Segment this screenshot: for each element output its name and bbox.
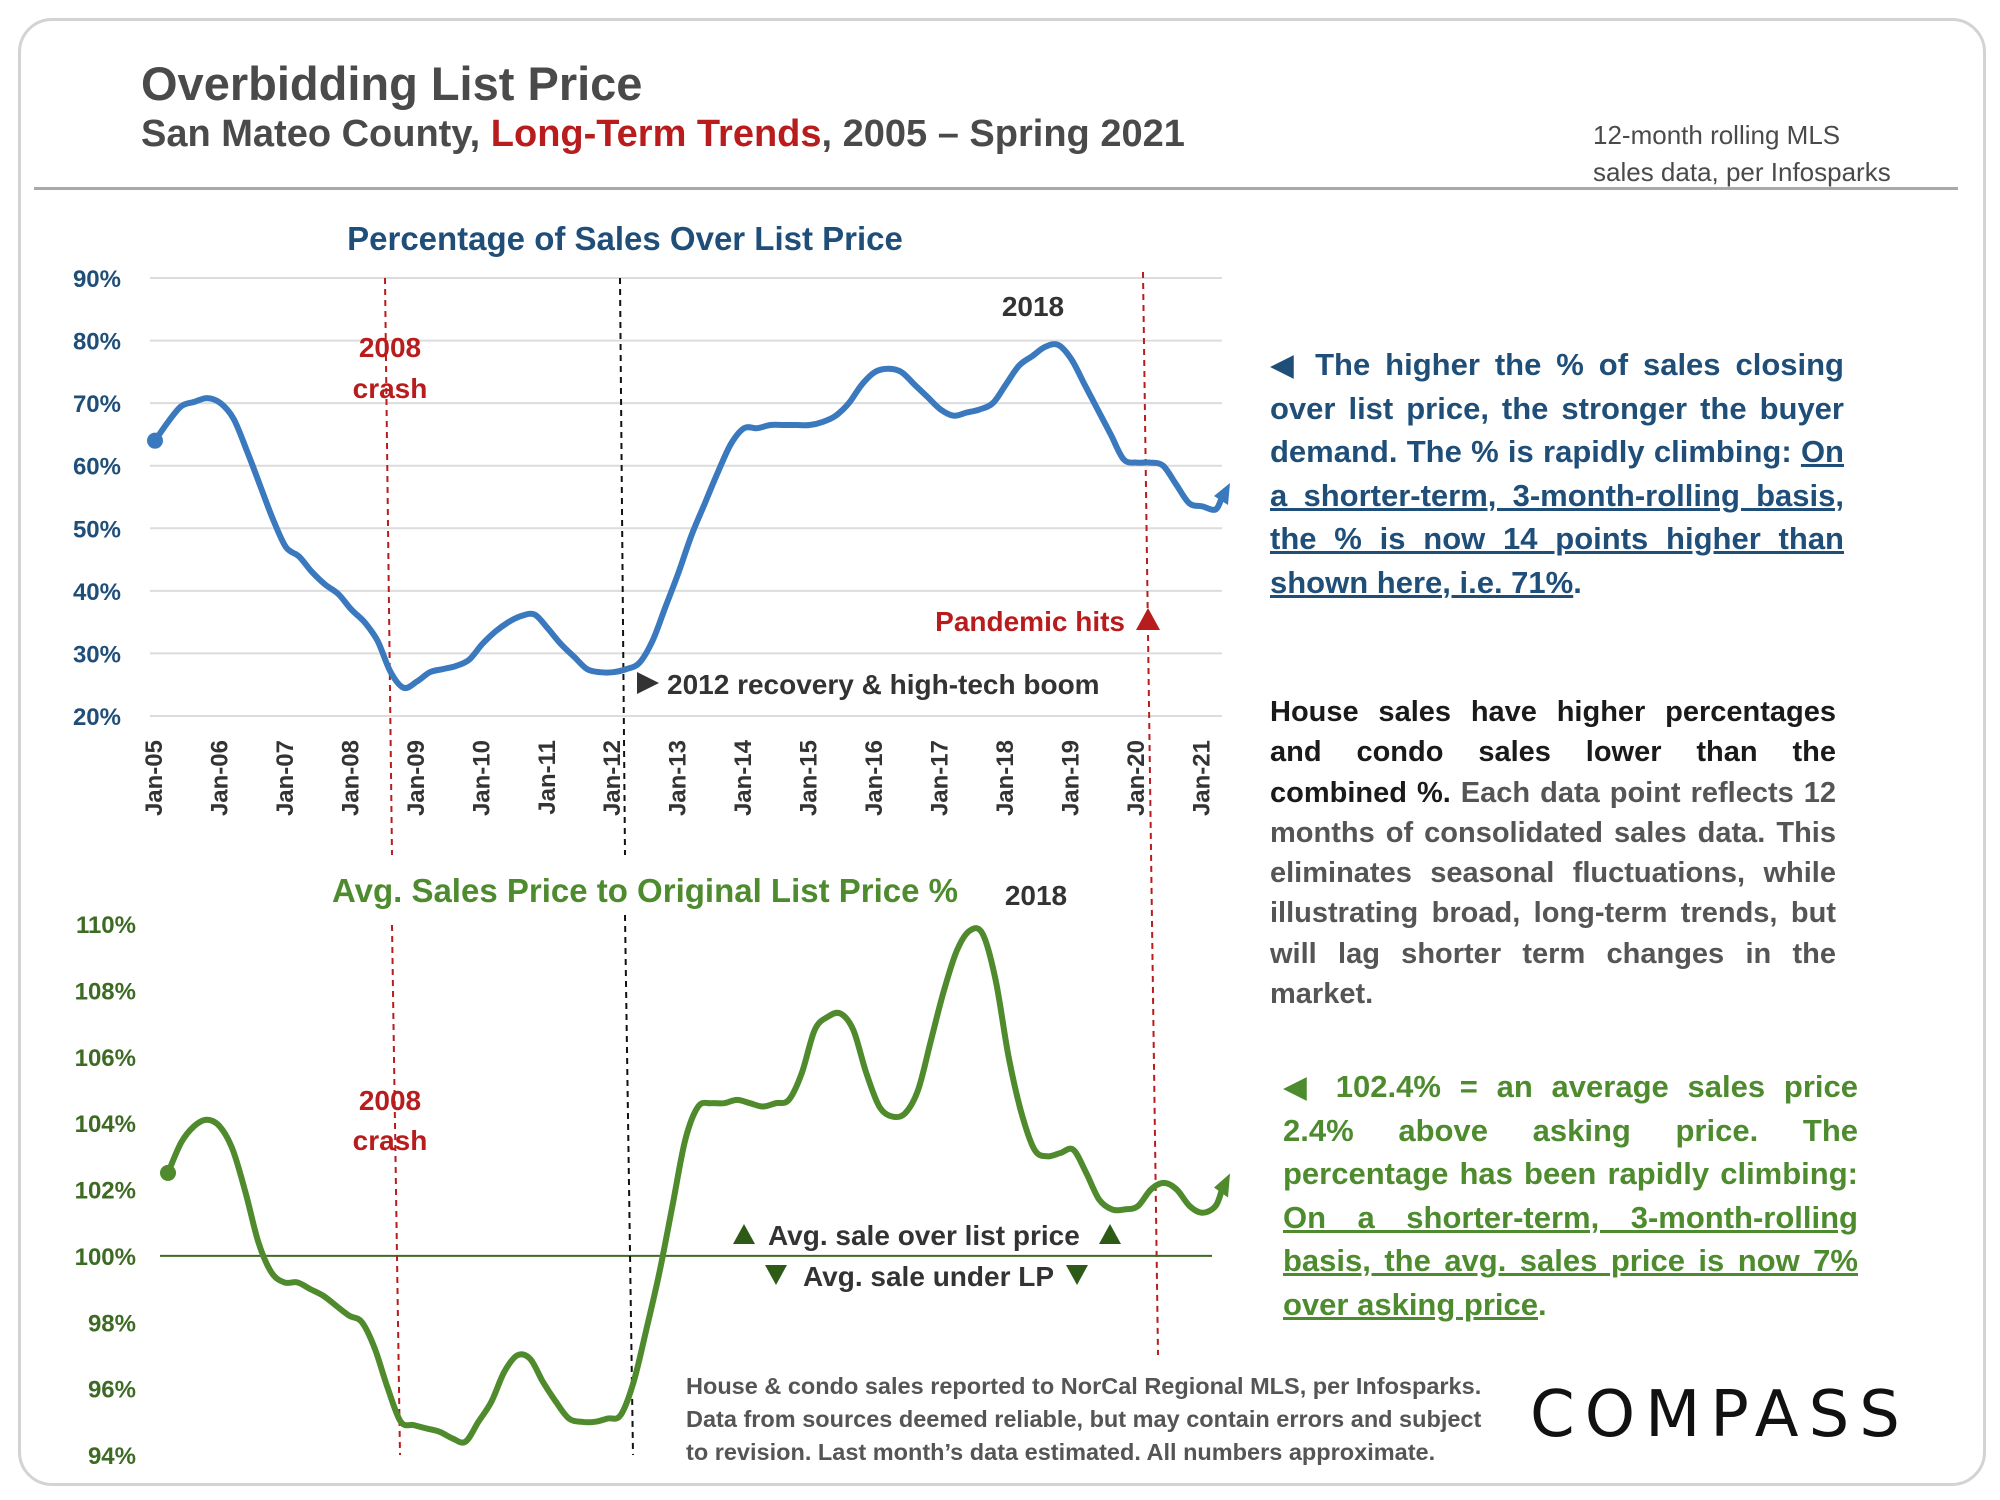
chart1-x-tick: Jan-05 bbox=[141, 740, 168, 816]
chart1-x-tick: Jan-06 bbox=[206, 740, 233, 816]
chart1-y-tick: 90% bbox=[73, 266, 121, 293]
over-up-arrow-right-icon bbox=[1099, 1224, 1121, 1244]
chart2-y-tick: 96% bbox=[88, 1377, 136, 1404]
chart1-x-tick: Jan-17 bbox=[927, 740, 954, 816]
footnote-line2: Data from sources deemed reliable, but m… bbox=[686, 1406, 1482, 1432]
sales-price-note-end: . bbox=[1538, 1286, 1547, 1322]
pandemic-marker bbox=[1142, 271, 1159, 1356]
chart2-y-tick: 98% bbox=[88, 1310, 136, 1337]
recovery-label: 2012 recovery & high-tech boom bbox=[667, 669, 1100, 700]
chart1-x-tick: Jan-10 bbox=[468, 740, 495, 816]
data-source-footnote: House & condo sales reported to NorCal R… bbox=[686, 1370, 1481, 1469]
chart1-y-tick: 30% bbox=[73, 641, 121, 668]
chart1-x-tick: Jan-12 bbox=[599, 740, 626, 816]
chart2-crash-label-line2: crash bbox=[353, 1125, 428, 1156]
chart1-crash-label-line1: 2008 bbox=[359, 332, 421, 363]
chart2-y-tick: 108% bbox=[75, 978, 136, 1005]
chart1-x-tick: Jan-15 bbox=[796, 740, 823, 816]
chart1-y-tick: 50% bbox=[73, 516, 121, 543]
chart1-x-tick: Jan-09 bbox=[403, 740, 430, 816]
buyer-demand-note-underlined: On a shorter-term, 3-month-rolling basis… bbox=[1270, 434, 1844, 600]
buyer-demand-note: ◀ The higher the % of sales closing over… bbox=[1270, 343, 1844, 604]
chart1-y-tick: 40% bbox=[73, 579, 121, 606]
page-subtitle: San Mateo County, Long-Term Trends, 2005… bbox=[141, 113, 1185, 156]
chart2-series-line bbox=[165, 925, 1225, 1446]
pandemic-label: Pandemic hits bbox=[935, 606, 1125, 637]
subtitle-prefix: San Mateo County, bbox=[141, 113, 491, 155]
chart1-start-marker bbox=[147, 432, 163, 449]
buyer-demand-note-text: ◀ The higher the % of sales closing over… bbox=[1270, 347, 1844, 469]
chart1-y-tick: 70% bbox=[73, 391, 121, 418]
chart2-y-tick: 100% bbox=[75, 1244, 136, 1271]
chart1-x-tick: Jan-08 bbox=[337, 740, 364, 816]
card-frame bbox=[18, 18, 1986, 1486]
over-list-label: Avg. sale over list price bbox=[768, 1220, 1080, 1251]
chart2-y-tick: 94% bbox=[88, 1443, 136, 1470]
source-note-line2: sales data, per Infosparks bbox=[1593, 157, 1891, 187]
chart1-x-tick: Jan-07 bbox=[272, 740, 299, 816]
chart1-x-tick: Jan-21 bbox=[1188, 740, 1215, 816]
chart2-y-tick: 104% bbox=[75, 1111, 136, 1138]
chart1-y-tick: 60% bbox=[73, 454, 121, 481]
compass-logo: COMPASS bbox=[1530, 1378, 1910, 1452]
chart1-y-tick: 80% bbox=[73, 329, 121, 356]
chart2-recovery-marker bbox=[624, 914, 634, 1456]
chart2-crash-marker bbox=[391, 924, 401, 1456]
chart1-crash-label-line2: crash bbox=[353, 373, 428, 404]
chart1-series-line bbox=[152, 341, 1225, 692]
sales-price-note-text: ◀ 102.4% = an average sales price 2.4% a… bbox=[1283, 1069, 1858, 1191]
methodology-note-lead: House sales have higher percentages and … bbox=[1270, 696, 1836, 809]
sales-price-note-underlined: On a shorter-term, 3-month-rolling basis… bbox=[1283, 1199, 1858, 1322]
chart1-crash-marker bbox=[384, 277, 393, 856]
chart2-end-arrow bbox=[1214, 1173, 1230, 1198]
chart1-title: Percentage of Sales Over List Price bbox=[347, 220, 903, 257]
chart1-x-tick: Jan-19 bbox=[1057, 740, 1084, 816]
under-down-arrow-left-icon bbox=[765, 1265, 787, 1285]
subtitle-suffix: , 2005 – Spring 2021 bbox=[821, 113, 1185, 155]
chart1-x-tick: Jan-20 bbox=[1123, 740, 1150, 816]
under-list-label: Avg. sale under LP bbox=[803, 1261, 1054, 1292]
chart2-y-tick: 102% bbox=[75, 1178, 136, 1205]
chart2-y-tick: 106% bbox=[75, 1045, 136, 1072]
footnote-line3: to revision. Last month’s data estimated… bbox=[686, 1439, 1436, 1465]
page-title: Overbidding List Price bbox=[141, 57, 643, 110]
chart2-y-tick: 110% bbox=[76, 912, 136, 939]
chart1-peak-label: 2018 bbox=[1002, 291, 1064, 322]
recovery-arrow-icon bbox=[637, 672, 659, 694]
chart1-end-arrow bbox=[1214, 483, 1230, 505]
pandemic-arrow-icon bbox=[1136, 608, 1160, 630]
source-note-line1: 12-month rolling MLS bbox=[1593, 120, 1841, 150]
chart2-crash-label-line1: 2008 bbox=[359, 1085, 421, 1116]
chart1-x-tick: Jan-18 bbox=[992, 740, 1019, 816]
source-note: 12-month rolling MLS sales data, per Inf… bbox=[1593, 117, 1891, 191]
chart2-peak-label: 2018 bbox=[1005, 880, 1067, 911]
chart1-x-tick: Jan-11 bbox=[534, 740, 561, 815]
buyer-demand-note-end: . bbox=[1573, 564, 1582, 600]
chart1-recovery-marker bbox=[619, 277, 626, 856]
under-down-arrow-right-icon bbox=[1066, 1265, 1088, 1285]
methodology-note: House sales have higher percentages and … bbox=[1270, 692, 1836, 1014]
chart2-start-marker bbox=[160, 1164, 176, 1181]
chart1-x-tick: Jan-14 bbox=[730, 739, 757, 816]
sales-price-note: ◀ 102.4% = an average sales price 2.4% a… bbox=[1283, 1065, 1858, 1326]
header-divider bbox=[34, 187, 1958, 190]
methodology-note-text: Each data point reflects 12 months of co… bbox=[1270, 776, 1836, 1011]
footnote-line1: House & condo sales reported to NorCal R… bbox=[686, 1373, 1482, 1399]
chart1-x-tick: Jan-16 bbox=[861, 740, 888, 816]
subtitle-highlight: Long-Term Trends bbox=[490, 113, 822, 155]
chart1-x-tick: Jan-13 bbox=[665, 740, 692, 816]
over-up-arrow-left-icon bbox=[733, 1224, 755, 1244]
chart1-y-tick: 20% bbox=[73, 704, 121, 731]
chart2-title: Avg. Sales Price to Original List Price … bbox=[332, 872, 958, 909]
